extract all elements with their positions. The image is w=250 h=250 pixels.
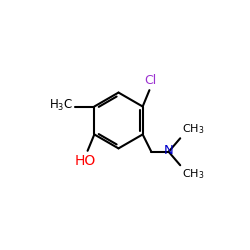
Text: HO: HO — [75, 154, 96, 168]
Text: N: N — [164, 144, 173, 157]
Text: CH$_3$: CH$_3$ — [182, 167, 204, 181]
Text: H$_3$C: H$_3$C — [50, 98, 74, 113]
Text: Cl: Cl — [144, 74, 156, 87]
Text: CH$_3$: CH$_3$ — [182, 122, 204, 136]
